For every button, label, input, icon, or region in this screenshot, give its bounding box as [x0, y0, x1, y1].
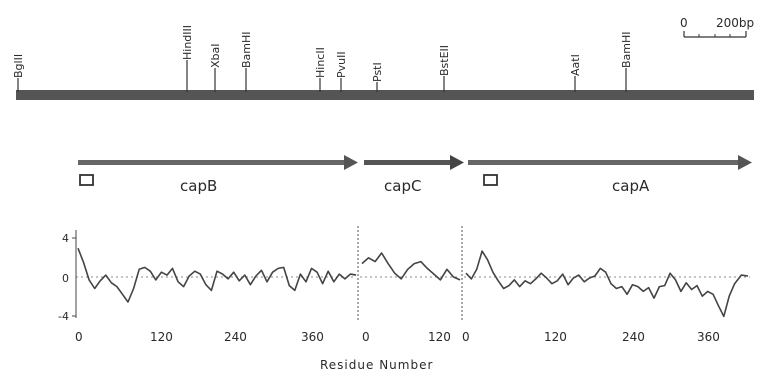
site-label-psti: PstI [371, 62, 384, 82]
x-axis-title: Residue Number [320, 358, 433, 372]
restriction-site-xbai: XbaI [209, 43, 222, 92]
x-tick-capc-120: 120 [428, 330, 451, 344]
x-tick-capb-360: 360 [301, 330, 324, 344]
hydropathy-line-capa [465, 250, 749, 318]
hydropathy-line-capb [77, 247, 357, 303]
restriction-site-bamhi-2: BamHI [620, 31, 633, 92]
x-tick-capa-120: 120 [544, 330, 567, 344]
x-tick-capb-240: 240 [224, 330, 247, 344]
x-tick-capa-360: 360 [697, 330, 720, 344]
gene-label-capb: capB [180, 177, 217, 195]
site-label-pvuii: PvuII [335, 51, 348, 78]
x-tick-capa-0: 0 [462, 330, 470, 344]
site-label-xbai: XbaI [209, 43, 222, 68]
restriction-site-pvuii: PvuII [335, 51, 348, 92]
restriction-site-aati: AatI [569, 54, 582, 92]
y-tick-label-zero: 0 [62, 272, 69, 285]
site-label-hincii: HincII [314, 47, 327, 78]
gene-label-capc: capC [384, 177, 421, 195]
site-label-hindiii: HindIII [181, 25, 194, 60]
capa-start-marker [483, 174, 498, 186]
restriction-site-bamhi: BamHI [240, 31, 253, 92]
y-tick-label-pos4: 4 [62, 232, 69, 245]
dna-map-bar [16, 90, 754, 100]
x-tick-capb-120: 120 [150, 330, 173, 344]
x-tick-capc-0: 0 [362, 330, 370, 344]
hydropathy-plots: 4 0 -4 0 120 240 360 0 120 0 120 240 360… [58, 226, 750, 372]
site-label-bsteii: BstEII [438, 45, 451, 76]
y-tick-label-neg4: -4 [58, 310, 69, 323]
site-label-bamhi: BamHI [240, 31, 253, 68]
scale-bar: 0 200bp [680, 16, 754, 38]
site-label-bglii: BglII [12, 54, 25, 78]
gene-arrow-capb [78, 155, 358, 170]
x-tick-capb-0: 0 [75, 330, 83, 344]
scale-bar-end-label: 200bp [716, 16, 754, 30]
capb-start-marker [79, 174, 94, 186]
restriction-site-hincii: HincII [314, 47, 327, 92]
restriction-site-psti: PstI [371, 62, 384, 92]
site-label-bamhi-2: BamHI [620, 31, 633, 68]
restriction-site-bsteii: BstEII [438, 45, 451, 92]
hydropathy-line-capc [361, 252, 461, 281]
restriction-site-bglii: BglII [12, 54, 25, 92]
gene-arrow-capa [468, 155, 752, 170]
restriction-site-hindiii: HindIII [181, 25, 194, 92]
site-label-aati: AatI [569, 54, 582, 76]
x-tick-capa-240: 240 [622, 330, 645, 344]
gene-label-capa: capA [612, 177, 650, 195]
gene-arrow-capc [364, 155, 464, 170]
scale-bar-start-label: 0 [680, 16, 688, 30]
